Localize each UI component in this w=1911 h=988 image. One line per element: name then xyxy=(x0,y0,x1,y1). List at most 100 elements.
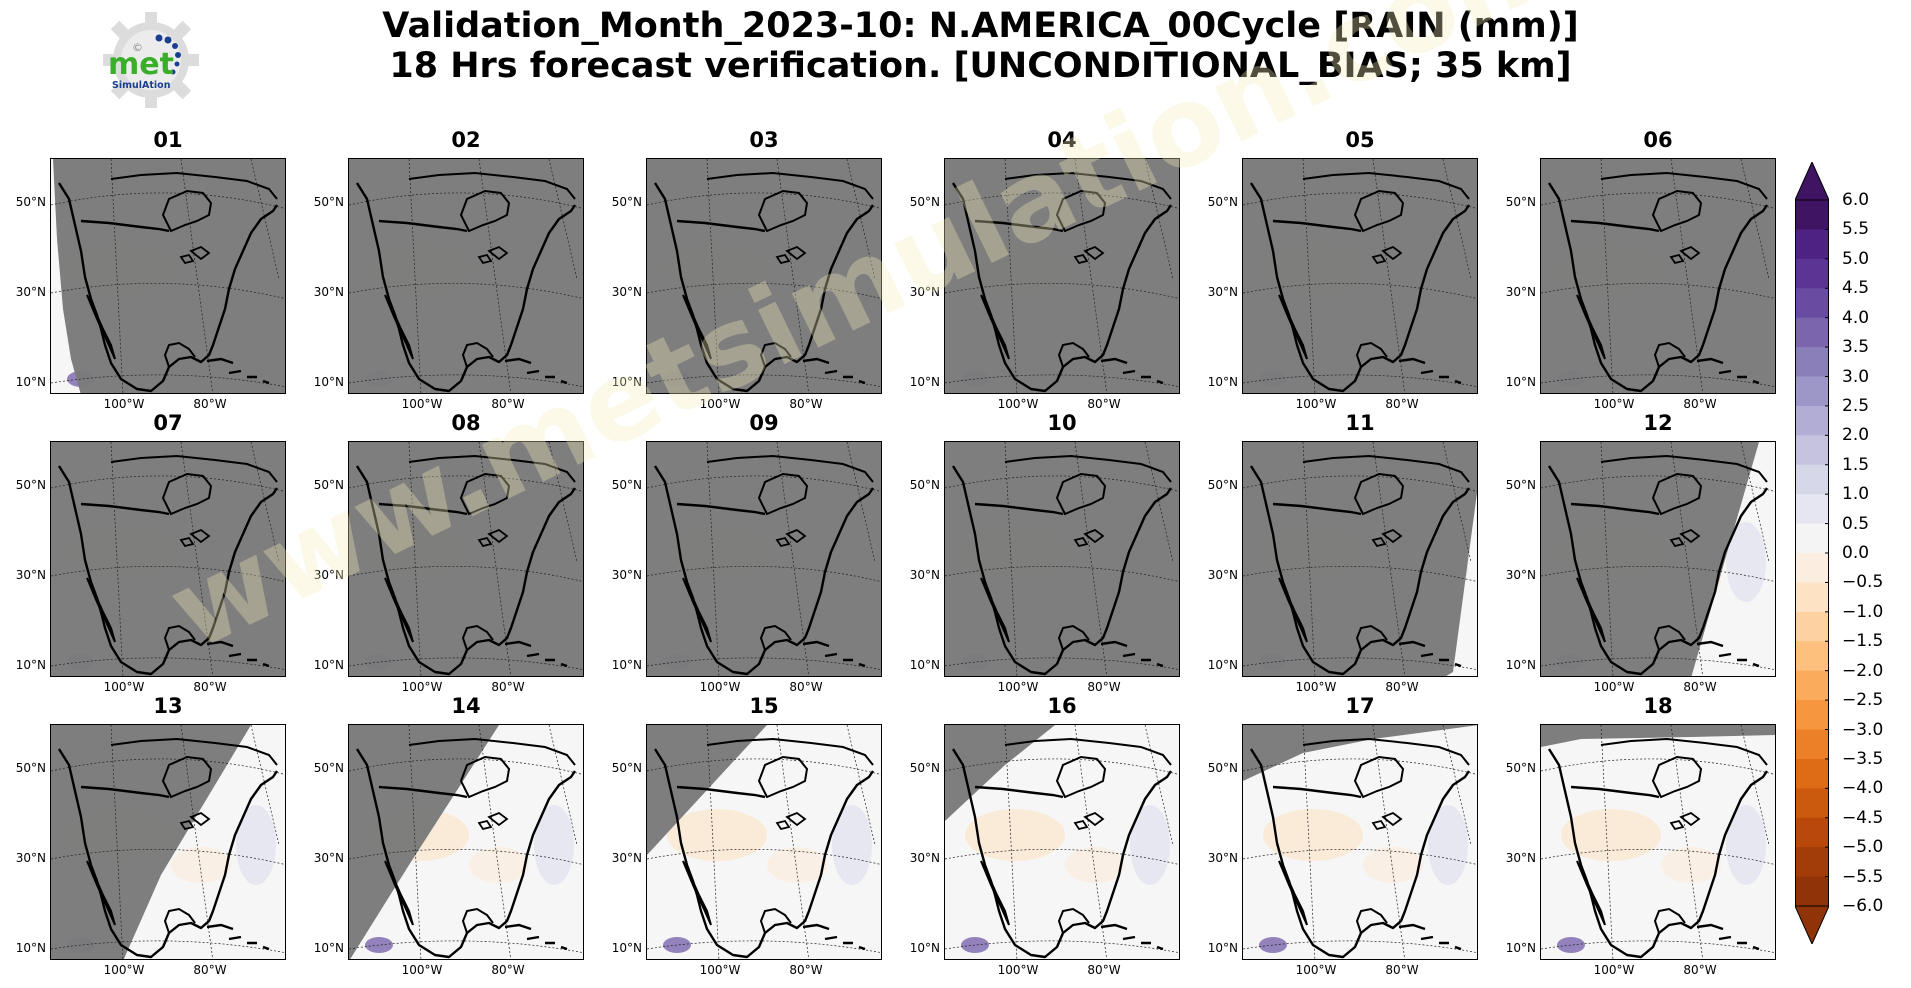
colorbar-tick-label: 1.0 xyxy=(1842,484,1870,505)
colorbar-segment-3 xyxy=(1795,288,1829,319)
lon-label-06-0: 100°W xyxy=(1593,397,1635,411)
panel-title-07: 07 xyxy=(153,411,183,435)
colorbar-tick-label: −4.5 xyxy=(1842,807,1884,828)
colorbar-tick-label: −3.0 xyxy=(1842,719,1884,740)
colorbar-segment-9 xyxy=(1795,464,1829,495)
lat-label-12-0: 50°N xyxy=(1505,478,1536,492)
lat-label-17-0: 50°N xyxy=(1207,761,1238,775)
lon-label-03-0: 100°W xyxy=(699,397,741,411)
panel-title-09: 09 xyxy=(749,411,779,435)
lon-label-10-1: 80°W xyxy=(1087,680,1121,694)
lat-label-02-0: 50°N xyxy=(313,195,344,209)
lat-label-08-2: 10°N xyxy=(313,658,344,672)
lon-label-05-1: 80°W xyxy=(1385,397,1419,411)
lat-label-06-0: 50°N xyxy=(1505,195,1536,209)
lon-label-06-1: 80°W xyxy=(1683,397,1717,411)
lat-label-09-2: 10°N xyxy=(611,658,642,672)
lon-label-14-1: 80°W xyxy=(491,963,525,977)
colorbar-tick-label: 0.5 xyxy=(1842,513,1870,534)
lat-label-17-1: 30°N xyxy=(1207,851,1238,865)
colorbar-segment-18 xyxy=(1795,729,1829,760)
lat-label-13-0: 50°N xyxy=(15,761,46,775)
map-panel-01 xyxy=(50,158,286,394)
colorbar-tick-label: −5.0 xyxy=(1842,837,1884,858)
lon-label-03-1: 80°W xyxy=(789,397,823,411)
lat-label-05-1: 30°N xyxy=(1207,285,1238,299)
colorbar-tick-label: −1.5 xyxy=(1842,631,1884,652)
lon-label-07-1: 80°W xyxy=(193,680,227,694)
colorbar-tick-label: −0.5 xyxy=(1842,572,1884,593)
lat-label-04-2: 10°N xyxy=(909,375,940,389)
lon-label-01-1: 80°W xyxy=(193,397,227,411)
lat-label-16-2: 10°N xyxy=(909,941,940,955)
colorbar-segment-1 xyxy=(1795,229,1829,260)
lon-label-01-0: 100°W xyxy=(103,397,145,411)
lat-label-14-1: 30°N xyxy=(313,851,344,865)
colorbar-segment-15 xyxy=(1795,641,1829,672)
lat-label-11-0: 50°N xyxy=(1207,478,1238,492)
lat-label-18-0: 50°N xyxy=(1505,761,1536,775)
panel-title-08: 08 xyxy=(451,411,481,435)
colorbar-tick-label: 5.0 xyxy=(1842,248,1870,269)
colorbar-segment-23 xyxy=(1795,876,1829,907)
map-panel-04 xyxy=(944,158,1180,394)
lat-label-07-0: 50°N xyxy=(15,478,46,492)
map-panel-09 xyxy=(646,441,882,677)
colorbar-segment-5 xyxy=(1795,347,1829,377)
lat-label-14-0: 50°N xyxy=(313,761,344,775)
lon-label-17-0: 100°W xyxy=(1295,963,1337,977)
lat-label-04-0: 50°N xyxy=(909,195,940,209)
map-panel-15 xyxy=(646,724,882,960)
lon-label-05-0: 100°W xyxy=(1295,397,1337,411)
colorbar-segment-8 xyxy=(1795,435,1829,466)
map-panel-10 xyxy=(944,441,1180,677)
lon-label-15-1: 80°W xyxy=(789,963,823,977)
colorbar-segment-7 xyxy=(1795,405,1829,436)
colorbar-segment-12 xyxy=(1795,553,1829,583)
colorbar-tick-label: 0.0 xyxy=(1842,543,1870,563)
lat-label-02-2: 10°N xyxy=(313,375,344,389)
colorbar-tick-label: 1.5 xyxy=(1842,454,1870,475)
lon-label-02-1: 80°W xyxy=(491,397,525,411)
lat-label-18-1: 30°N xyxy=(1505,851,1536,865)
colorbar-segment-19 xyxy=(1795,758,1829,789)
panel-title-02: 02 xyxy=(451,128,481,152)
colorbar-tick-label: −4.0 xyxy=(1842,778,1884,799)
lon-label-13-1: 80°W xyxy=(193,963,227,977)
lat-label-10-0: 50°N xyxy=(909,478,940,492)
lat-label-15-1: 30°N xyxy=(611,851,642,865)
lat-label-03-0: 50°N xyxy=(611,195,642,209)
lat-label-06-1: 30°N xyxy=(1505,285,1536,299)
lat-label-16-1: 30°N xyxy=(909,851,940,865)
lat-label-01-0: 50°N xyxy=(15,195,46,209)
lat-label-02-1: 30°N xyxy=(313,285,344,299)
colorbar-segment-16 xyxy=(1795,670,1829,701)
panel-title-04: 04 xyxy=(1047,128,1077,152)
colorbar-segment-20 xyxy=(1795,788,1829,819)
colorbar-tick-label: 2.5 xyxy=(1842,395,1870,416)
lat-label-05-0: 50°N xyxy=(1207,195,1238,209)
map-panel-12 xyxy=(1540,441,1776,677)
panel-title-16: 16 xyxy=(1047,694,1077,718)
map-panel-18 xyxy=(1540,724,1776,960)
lon-label-08-0: 100°W xyxy=(401,680,443,694)
panel-title-17: 17 xyxy=(1345,694,1375,718)
colorbar-tick-label: 3.5 xyxy=(1842,337,1870,358)
lat-label-06-2: 10°N xyxy=(1505,375,1536,389)
map-panel-14 xyxy=(348,724,584,960)
map-panel-03 xyxy=(646,158,882,394)
svg-text:©: © xyxy=(132,41,143,54)
lat-label-09-1: 30°N xyxy=(611,568,642,582)
lon-label-04-0: 100°W xyxy=(997,397,1039,411)
map-panel-07 xyxy=(50,441,286,677)
lat-label-03-2: 10°N xyxy=(611,375,642,389)
met-simulation-logo: © met SimulAtion xyxy=(96,8,206,112)
logo-sub-text: SimulAtion xyxy=(112,80,171,91)
panel-title-13: 13 xyxy=(153,694,183,718)
lat-label-07-1: 30°N xyxy=(15,568,46,582)
lon-label-04-1: 80°W xyxy=(1087,397,1121,411)
colorbar-extend-top xyxy=(1795,162,1829,201)
figure-title: Validation_Month_2023-10: N.AMERICA_00Cy… xyxy=(250,6,1711,86)
lat-label-13-1: 30°N xyxy=(15,851,46,865)
